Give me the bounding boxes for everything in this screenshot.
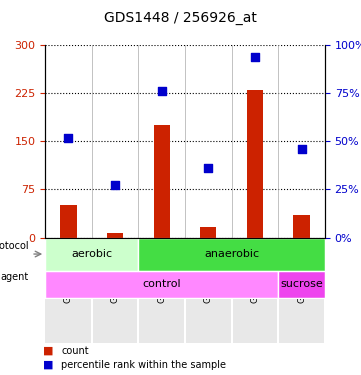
Point (159, 88, 165, 94)
Bar (247, 90, 263, 237)
Text: protocol: protocol (0, 241, 29, 251)
Bar (153, 125, 170, 237)
Point (252, 54, 258, 60)
Bar (293, 215, 310, 237)
FancyBboxPatch shape (278, 271, 325, 298)
Bar (200, 226, 217, 237)
FancyBboxPatch shape (138, 237, 325, 271)
FancyBboxPatch shape (45, 271, 278, 298)
Text: agent: agent (1, 272, 29, 282)
Text: percentile rank within the sample: percentile rank within the sample (61, 360, 226, 369)
Text: count: count (61, 346, 89, 355)
Point (112, 182, 118, 188)
Point (66, 135, 71, 141)
FancyBboxPatch shape (45, 237, 138, 271)
Bar (60, 206, 77, 237)
Text: control: control (142, 279, 181, 289)
Point (205, 165, 211, 171)
Point (299, 146, 304, 152)
Text: ■: ■ (43, 360, 54, 369)
Bar (107, 233, 123, 237)
Text: ■: ■ (43, 346, 54, 355)
Text: GDS1448 / 256926_at: GDS1448 / 256926_at (104, 11, 257, 25)
Text: anaerobic: anaerobic (204, 249, 259, 259)
Text: sucrose: sucrose (280, 279, 323, 289)
Text: aerobic: aerobic (71, 249, 112, 259)
